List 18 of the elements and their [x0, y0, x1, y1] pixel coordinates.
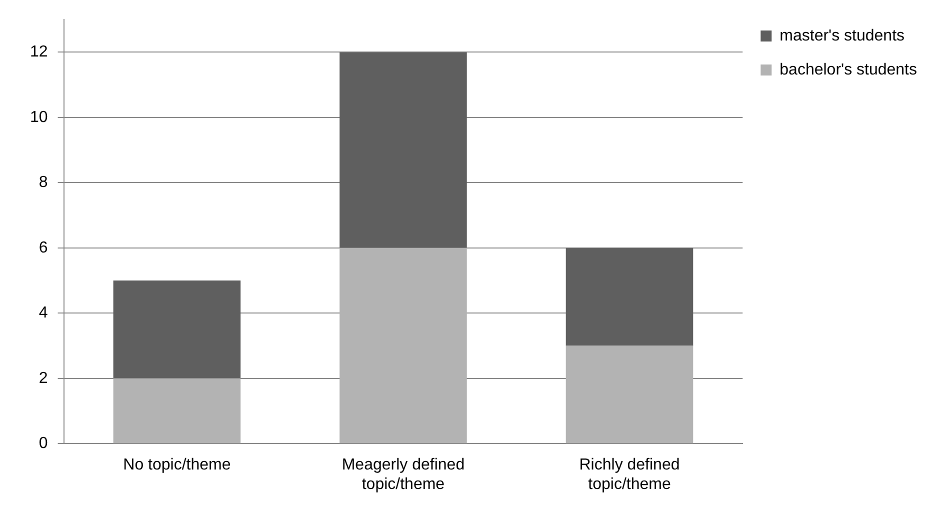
x-tick-label: Meagerly defined topic/theme — [342, 456, 465, 493]
x-tick-label: Richly defined topic/theme — [579, 456, 680, 493]
y-tick-label: 12 — [30, 44, 48, 61]
bar — [113, 378, 241, 444]
legend-label: master's students — [780, 27, 905, 44]
x-tick-label: No topic/theme — [123, 456, 231, 474]
legend-label: bachelor's students — [780, 61, 917, 78]
bar — [113, 280, 241, 378]
bar — [566, 248, 694, 346]
y-tick-label: 6 — [38, 239, 48, 256]
y-tick-label: 10 — [30, 108, 48, 126]
bar — [340, 52, 467, 248]
y-tick-label: 4 — [38, 304, 48, 322]
y-tick-label: 2 — [38, 370, 48, 387]
y-tick-label: 8 — [38, 174, 48, 192]
bar — [566, 346, 694, 444]
y-tick-label: 0 — [38, 435, 48, 452]
bar — [340, 248, 467, 444]
